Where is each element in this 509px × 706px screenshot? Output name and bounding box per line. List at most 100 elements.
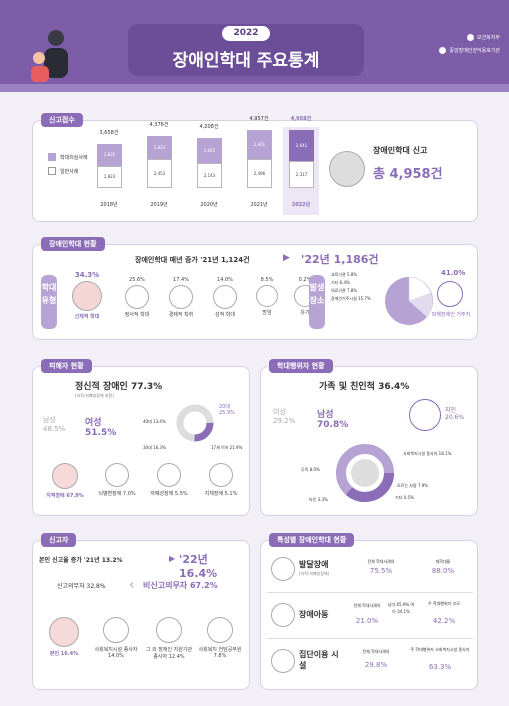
reports-card: 신고접수 학대의심사례 일반사례 3,658건 1,835 1,823 2018… <box>32 113 478 222</box>
perp-other-5: 기타 0.5% <box>395 495 414 500</box>
place-main-pct: 41.0% <box>441 269 466 277</box>
perpetrator-male: 남성 70.8% <box>317 410 349 430</box>
reporter-nonmandatory: 비신고의무자 67.2% <box>143 581 218 590</box>
compare-icon: ‹ <box>129 577 135 593</box>
ministry-logo-icon <box>466 34 474 41</box>
perpetrator-donut-chart <box>336 444 394 502</box>
content-area: 신고접수 학대의심사례 일반사례 3,658건 1,835 1,823 2018… <box>0 92 509 706</box>
brain-icon <box>105 463 129 487</box>
economic-abuse-icon <box>169 285 193 309</box>
public-officer-icon <box>207 617 233 643</box>
total-2022: 4,958건 <box>290 116 312 122</box>
reporter-current: '22년 16.4% <box>179 553 218 580</box>
perpetrator-title: 가족 및 친인척 36.4% <box>319 382 410 392</box>
year-2022: 2022년 <box>291 202 311 208</box>
perp-other-3: 모르는 사람 7.9% <box>397 483 429 488</box>
developmental-icon <box>271 557 295 581</box>
place-main-label: 피해장애인 거주지 <box>431 312 471 318</box>
age-under17: 17세 이하 21.9% <box>211 445 243 450</box>
reporter-card: 신고자 본인 신고율 증가 '21년 13.2% ▶ '22년 16.4% 신고… <box>32 533 250 690</box>
intellectual-icon <box>52 463 78 489</box>
neglect-icon <box>256 285 278 307</box>
emotional-abuse-icon <box>125 285 149 309</box>
facility-icon <box>271 649 295 673</box>
bar-2022: 2,641 2,317 <box>289 130 314 188</box>
reports-legend: 학대의심사례 일반사례 <box>48 153 88 175</box>
physical-abuse-icon <box>72 281 102 311</box>
wheelchair-icon <box>209 463 233 487</box>
autism-icon <box>157 463 181 487</box>
bar-2021: 2,461 2,496 <box>247 130 272 188</box>
status-current: '22년 1,186건 <box>301 253 379 266</box>
perpetrator-tag: 학대행위자 현황 <box>269 359 333 373</box>
header-strip <box>0 84 509 92</box>
bar-2020: 2,065 2,143 <box>197 138 222 188</box>
arrow-icon: ▶ <box>283 253 290 263</box>
summary-total: 총 4,958건 <box>373 167 443 182</box>
special-row: 장애아동 전체 학대사례의 21.0% 남아 65.9% 여아 34.1% 주 … <box>267 597 473 639</box>
age-20s: 20대 25.9% <box>219 404 235 416</box>
type-item: 14.0% 성적 학대 <box>213 277 237 318</box>
victim-title: 정신적 장애인 77.3% <box>75 382 163 392</box>
child-icon <box>271 603 295 627</box>
special-row: 집단이용 시설 전체 학대사례의 29.8% 주 학대행위자 사회복지시설 종사… <box>267 643 473 685</box>
place-label: 발생장소 <box>309 275 325 329</box>
special-card: 특성별 장애인학대 현황 발달장애 (지적·자폐성장애) 전체 학대사례의 75… <box>260 533 478 690</box>
ministry-name: 보건복지부 <box>476 35 500 41</box>
perp-other-2: 무직 8.0% <box>301 467 320 472</box>
reporter-arrow-icon: ▶ <box>169 554 176 563</box>
type-item: 34.3% 신체적 학대 <box>63 271 111 320</box>
type-label: 학대유형 <box>41 275 57 329</box>
perpetrator-female: 여성 29.2% <box>273 408 296 425</box>
place-list: 교육기관 5.8% 기타 6.4% 의료기관 7.8% 장애인거주시설 15.7… <box>331 272 371 301</box>
special-tag: 특성별 장애인학대 현황 <box>269 533 355 547</box>
perp-other-1: 사회복지시설 종사자 18.1% <box>403 451 452 456</box>
agency-logo-icon <box>439 47 447 54</box>
phone-person-icon <box>329 151 365 187</box>
reporter-headline: 본인 신고율 증가 '21년 13.2% <box>39 557 123 564</box>
legend-suspected: 학대의심사례 <box>60 154 88 161</box>
type-item: 17.4% 경제적 착취 <box>168 277 194 318</box>
total-2020: 4,208건 <box>199 124 219 130</box>
header-illustration <box>26 22 86 86</box>
perpetrator-card: 학대행위자 현황 가족 및 친인척 36.4% 여성 29.2% 남성 70.8… <box>260 359 478 516</box>
type-item: 8.5% 방임 <box>249 277 285 316</box>
year-2021: 2021년 <box>250 202 268 208</box>
year-badge: 2022 <box>222 26 270 41</box>
legend-general: 일반사례 <box>60 168 79 175</box>
victim-male: 남성 48.5% <box>43 416 66 433</box>
age-40s: 40대 13.4% <box>143 419 166 424</box>
acquaintance-icon <box>409 399 441 431</box>
agency-name: 중앙장애인권익옹호기관 <box>449 48 500 54</box>
status-card: 장애인학대 현황 장애인학대 매년 증가 '21년 1,124건 ▶ '22년 … <box>32 237 478 340</box>
house-icon <box>437 281 463 307</box>
page-title: 장애인학대 주요통계 <box>172 51 320 71</box>
total-2019: 4,376건 <box>149 122 169 128</box>
support-agency-icon <box>156 617 182 643</box>
reporter-tag: 신고자 <box>41 533 77 547</box>
age-30s: 30대 16.3% <box>143 445 166 450</box>
special-row: 발달장애 (지적·자폐성장애) 전체 학대사례의 75.5% 재학대율 88.0… <box>267 553 473 593</box>
year-2019: 2019년 <box>150 202 168 208</box>
bar-2019: 1,923 2,453 <box>147 136 172 188</box>
victim-card: 피해자 현황 정신적 장애인 77.3% (지적·자폐성장애 포함) 남성 48… <box>32 359 250 516</box>
reports-tag: 신고접수 <box>41 113 83 127</box>
header-banner: 2022 장애인학대 주요통계 보건복지부 중앙장애인권익옹호기관 <box>0 0 509 92</box>
year-2018: 2018년 <box>100 202 118 208</box>
age-donut-chart <box>176 404 214 442</box>
type-list: 34.3% 신체적 학대 25.6% 정서적 학대 17.4% 경제적 착취 1… <box>63 271 323 337</box>
status-tag: 장애인학대 현황 <box>41 237 105 251</box>
status-headline: 장애인학대 매년 증가 '21년 1,124건 <box>135 256 250 264</box>
self-report-phone-icon <box>49 617 79 647</box>
perp-other-4: 타인 3.3% <box>309 497 328 502</box>
type-item: 25.6% 정서적 학대 <box>124 277 150 318</box>
total-2018: 3,658건 <box>99 130 119 136</box>
logo-area: 보건복지부 중앙장애인권익옹호기관 <box>404 34 500 70</box>
bar-2018: 1,835 1,823 <box>97 144 122 188</box>
summary-title: 장애인학대 신고 <box>373 146 428 155</box>
total-2021: 4,957건 <box>249 116 269 122</box>
place-pie-chart <box>385 276 433 325</box>
victim-female: 여성 51.5% <box>85 418 117 438</box>
victim-tag: 피해자 현황 <box>41 359 92 373</box>
